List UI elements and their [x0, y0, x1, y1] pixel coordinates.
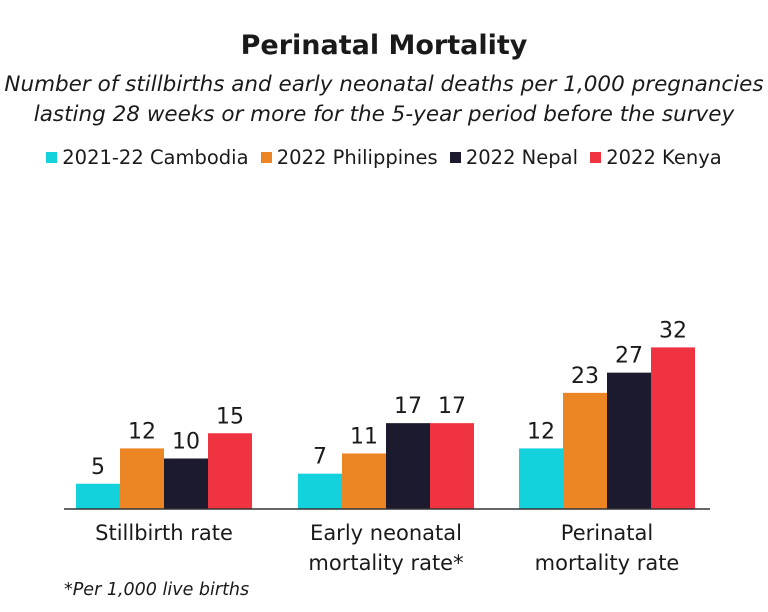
data-label-kenya-3: 32: [659, 318, 687, 343]
data-label-cambodia-1: 5: [91, 455, 105, 480]
legend-swatch-kenya: [590, 152, 602, 163]
data-label-philippines-1: 12: [128, 419, 156, 444]
legend-swatch-nepal: [449, 152, 461, 163]
category-label-2: Early neonatal mortality rate*: [308, 521, 463, 575]
legend-item-nepal: 2022 Nepal: [449, 146, 579, 169]
data-label-philippines-2: 11: [350, 424, 378, 449]
bar-philippines-1: [120, 448, 164, 509]
legend-label-cambodia: 2021-22 Cambodia: [62, 146, 249, 169]
bar-cambodia-1: [76, 483, 120, 509]
data-label-kenya-1: 15: [216, 404, 244, 429]
legend-item-philippines: 2022 Philippines: [260, 146, 438, 169]
legend-swatch-philippines: [260, 152, 272, 163]
data-label-cambodia-2: 7: [313, 445, 327, 470]
subtitle-line-2: lasting 28 weeks or more for the 5-year …: [33, 102, 735, 127]
legend: 2021-22 Cambodia 2022 Philippines 2022 N…: [0, 146, 768, 169]
bar-kenya-2: [430, 423, 474, 509]
bar-nepal-1: [164, 458, 208, 509]
legend-item-kenya: 2022 Kenya: [590, 146, 722, 169]
legend-swatch-cambodia: [46, 152, 58, 163]
footnote: *Per 1,000 live births: [64, 580, 250, 600]
legend-item-cambodia: 2021-22 Cambodia: [46, 146, 249, 169]
bar-philippines-2: [342, 453, 386, 509]
data-label-nepal-3: 27: [615, 344, 643, 369]
data-label-kenya-2: 17: [438, 394, 466, 419]
chart-subtitle: Number of stillbirths and early neonatal…: [0, 70, 768, 130]
legend-label-philippines: 2022 Philippines: [276, 146, 438, 169]
data-label-nepal-1: 10: [172, 430, 200, 455]
bar-nepal-3: [607, 372, 651, 509]
chart-title: Perinatal Mortality: [240, 30, 528, 61]
bar-kenya-3: [651, 347, 695, 509]
legend-label-kenya: 2022 Kenya: [606, 146, 722, 169]
bar-kenya-1: [208, 433, 252, 509]
data-label-philippines-3: 23: [571, 364, 599, 389]
bar-cambodia-3: [519, 448, 563, 509]
bar-nepal-2: [386, 423, 430, 509]
category-label-3: Perinatal mortality rate: [535, 521, 680, 575]
category-label-1: Stillbirth rate: [95, 521, 233, 545]
subtitle-line-1: Number of stillbirths and early neonatal…: [4, 72, 764, 97]
data-label-cambodia-3: 12: [527, 419, 555, 444]
bar-cambodia-2: [298, 473, 342, 509]
legend-label-nepal: 2022 Nepal: [465, 146, 579, 169]
data-label-nepal-2: 17: [394, 394, 422, 419]
bar-philippines-3: [563, 392, 607, 509]
